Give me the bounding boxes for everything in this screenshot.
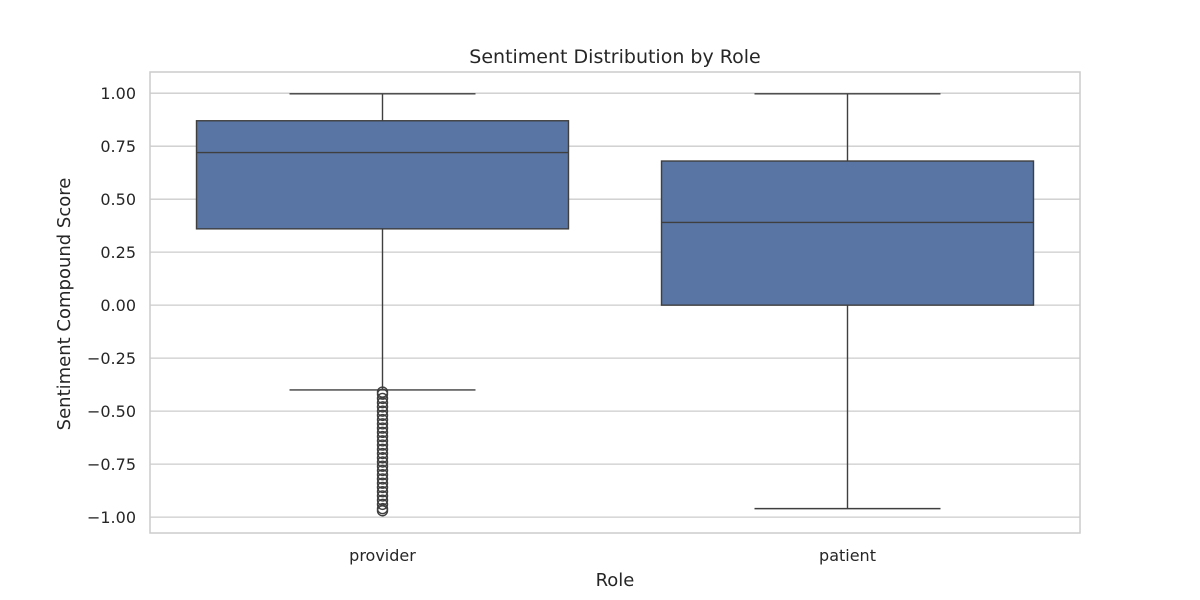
box-provider xyxy=(195,93,570,517)
x-tick-label-provider: provider xyxy=(349,546,416,565)
x-tick-label-patient: patient xyxy=(819,546,876,565)
x-axis-label: Role xyxy=(596,570,635,591)
y-tick-label: −1.00 xyxy=(87,508,136,527)
boxes xyxy=(195,93,1035,517)
iqr-box xyxy=(195,120,570,230)
outlier-point xyxy=(376,443,389,455)
outlier-point xyxy=(376,430,389,443)
outlier-point xyxy=(376,481,389,494)
outlier-point xyxy=(376,490,389,502)
outlier-point xyxy=(376,477,389,489)
outlier-point xyxy=(376,439,389,451)
outlier-point xyxy=(376,396,389,409)
outlier-point xyxy=(376,435,389,447)
outlier-point xyxy=(376,447,389,460)
outlier-point xyxy=(376,405,389,417)
y-axis-label: Sentiment Compound Score xyxy=(54,178,75,431)
outlier-point xyxy=(376,498,389,511)
outlier-point xyxy=(376,456,389,468)
outlier-point xyxy=(376,505,389,517)
outlier-point xyxy=(376,392,389,405)
outlier-point xyxy=(376,401,389,413)
x-tick-labels: provider patient xyxy=(349,546,876,565)
outlier-point xyxy=(376,452,389,464)
outlier-point xyxy=(376,413,389,426)
plot-frame xyxy=(149,71,1081,534)
outlier-point xyxy=(376,473,389,485)
iqr-box xyxy=(660,160,1035,306)
outlier-point xyxy=(376,388,389,400)
outlier-point xyxy=(376,422,389,434)
outlier-point xyxy=(376,485,389,498)
chart-title: Sentiment Distribution by Role xyxy=(469,46,760,68)
outlier-point xyxy=(376,464,389,477)
y-tick-label: 0.75 xyxy=(100,137,136,156)
y-tick-label: 0.50 xyxy=(100,190,136,209)
outlier-point xyxy=(376,409,389,422)
outlier-point xyxy=(376,469,389,481)
box-patient xyxy=(660,93,1035,510)
outlier-point xyxy=(376,426,389,439)
outlier-point xyxy=(376,460,389,472)
y-tick-labels: 1.00 0.75 0.50 0.25 0.00 −0.25 −0.50 −0.75 −1.00 xyxy=(87,84,136,527)
y-tick-label: 0.25 xyxy=(100,243,136,262)
y-tick-label: −0.25 xyxy=(87,349,136,368)
y-tick-label: 1.00 xyxy=(100,84,136,103)
outlier-point xyxy=(376,418,389,430)
y-tick-label: 0.00 xyxy=(100,296,136,315)
y-tick-label: −0.50 xyxy=(87,402,136,421)
y-tick-label: −0.75 xyxy=(87,455,136,474)
